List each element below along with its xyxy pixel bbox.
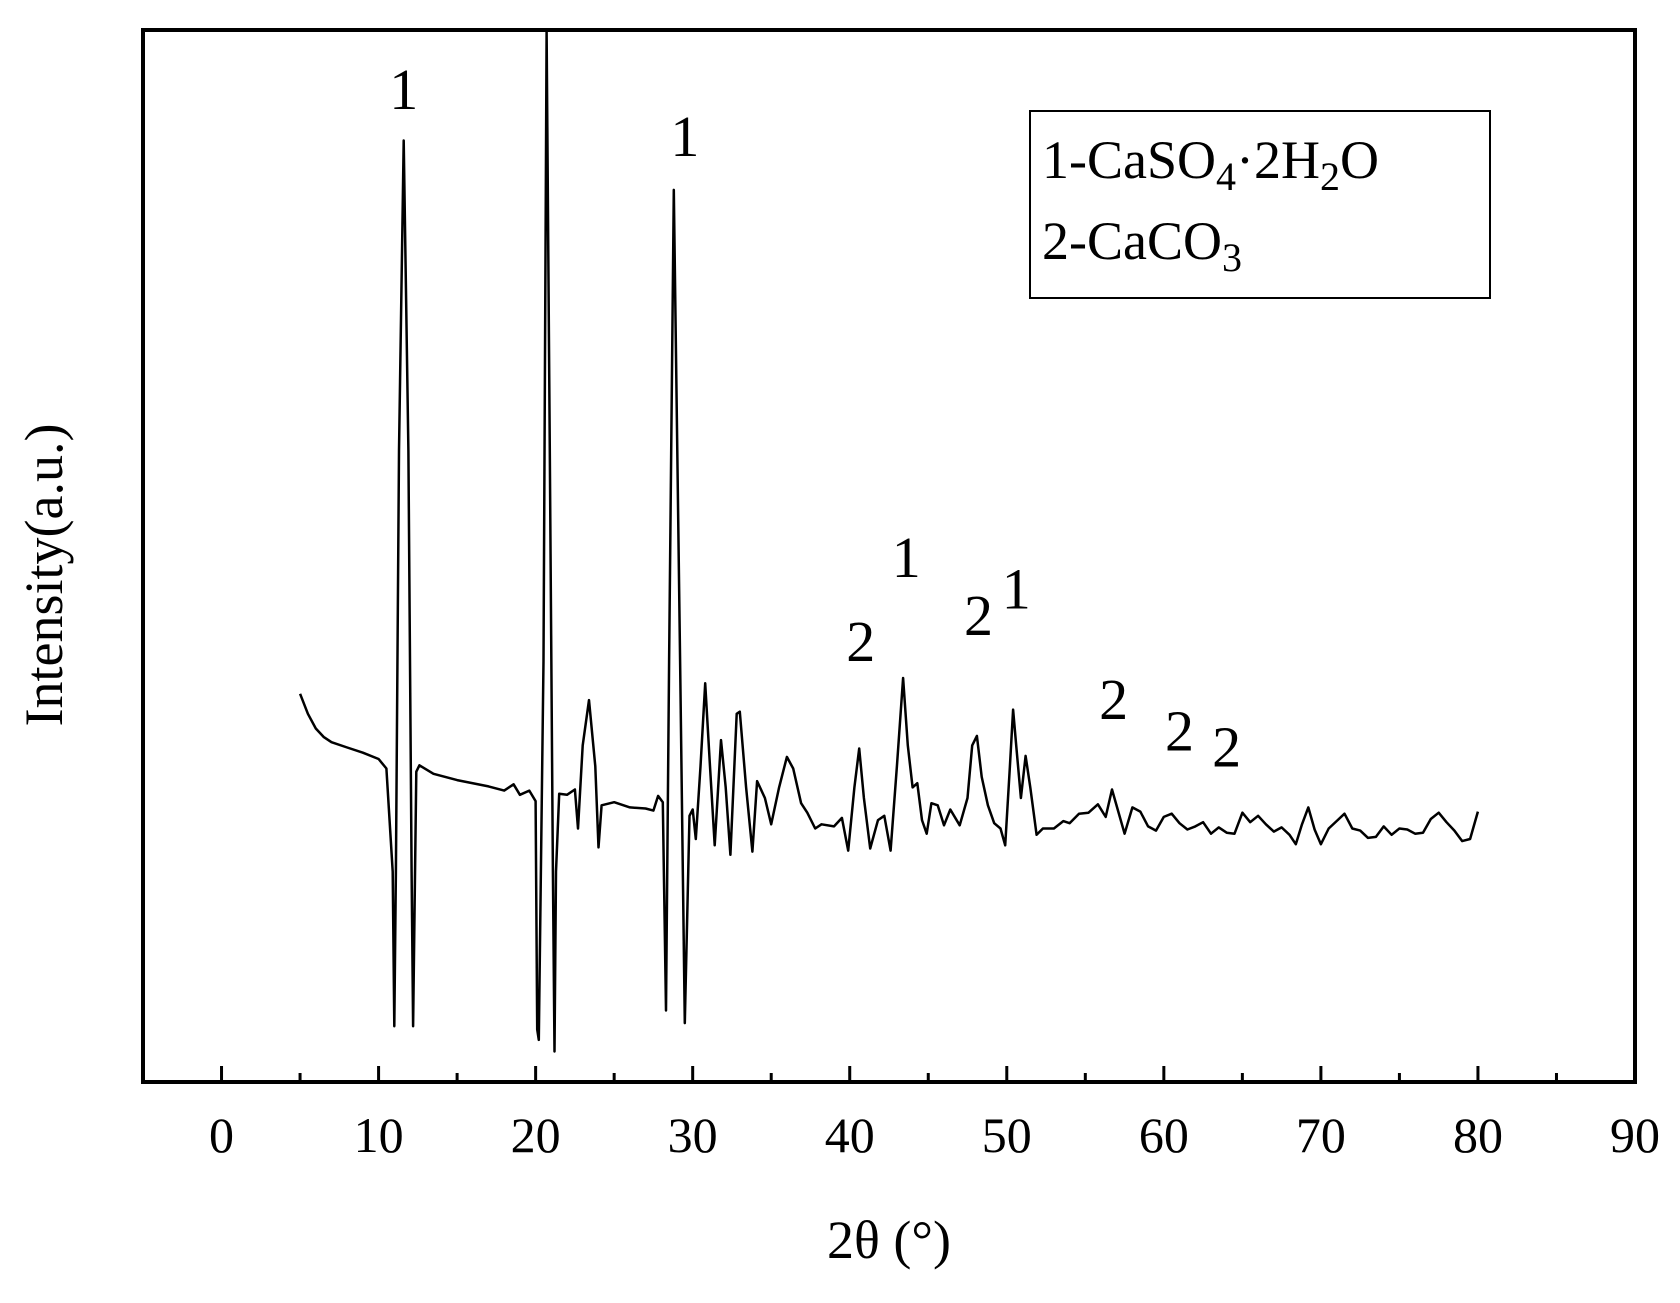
legend-1-suffix: O <box>1340 130 1379 190</box>
x-tick-label: 70 <box>1296 1107 1346 1163</box>
x-tick-label: 30 <box>668 1107 718 1163</box>
x-tick-label: 20 <box>511 1107 561 1163</box>
x-tick-label: 80 <box>1453 1107 1503 1163</box>
legend-1-prefix: 1-CaSO <box>1042 130 1216 190</box>
peak-label-2: 2 <box>964 583 993 648</box>
peak-label-2: 2 <box>1099 667 1128 732</box>
peak-label-1: 1 <box>389 57 418 122</box>
peak-label-2: 2 <box>1165 699 1194 764</box>
peak-annotations: 1112121222 <box>389 0 1241 779</box>
legend-1-sub1: 4 <box>1216 154 1236 199</box>
x-tick-label: 90 <box>1610 1107 1660 1163</box>
y-axis-label: Intensity(a.u.) <box>14 424 74 727</box>
x-tick-label: 0 <box>209 1107 234 1163</box>
x-tick-label: 60 <box>1139 1107 1189 1163</box>
legend-1-sub2: 2 <box>1320 154 1340 199</box>
legend-entry-1: 1-CaSO4·2H2O <box>1042 130 1379 199</box>
peak-label-2: 2 <box>1212 714 1241 779</box>
x-axis-label: 2θ (°) <box>827 1210 951 1270</box>
x-tick-label: 10 <box>354 1107 404 1163</box>
peak-label-2: 2 <box>846 609 875 674</box>
series-line <box>298 29 1480 1053</box>
plot-frame <box>141 28 1637 1084</box>
x-tick-label: 40 <box>825 1107 875 1163</box>
peak-label-1: 1 <box>670 104 699 169</box>
legend-1-mid: ·2H <box>1236 130 1320 190</box>
peak-label-1: 1 <box>892 525 921 590</box>
legend-entry-2: 2-CaCO3 <box>1042 211 1242 280</box>
peak-label-1: 1 <box>532 0 561 6</box>
legend-2-prefix: 2-CaCO <box>1042 211 1222 271</box>
peak-label-1: 1 <box>1002 557 1031 622</box>
x-tick-label: 50 <box>982 1107 1032 1163</box>
x-axis-ticks <box>220 1066 1637 1082</box>
legend-box <box>1029 110 1491 299</box>
x-axis-tick-labels: 0 10 20 30 40 50 60 70 80 90 <box>209 1107 1660 1163</box>
legend: 1-CaSO4·2H2O 2-CaCO3 <box>1029 110 1491 299</box>
legend-2-sub1: 3 <box>1222 235 1242 280</box>
